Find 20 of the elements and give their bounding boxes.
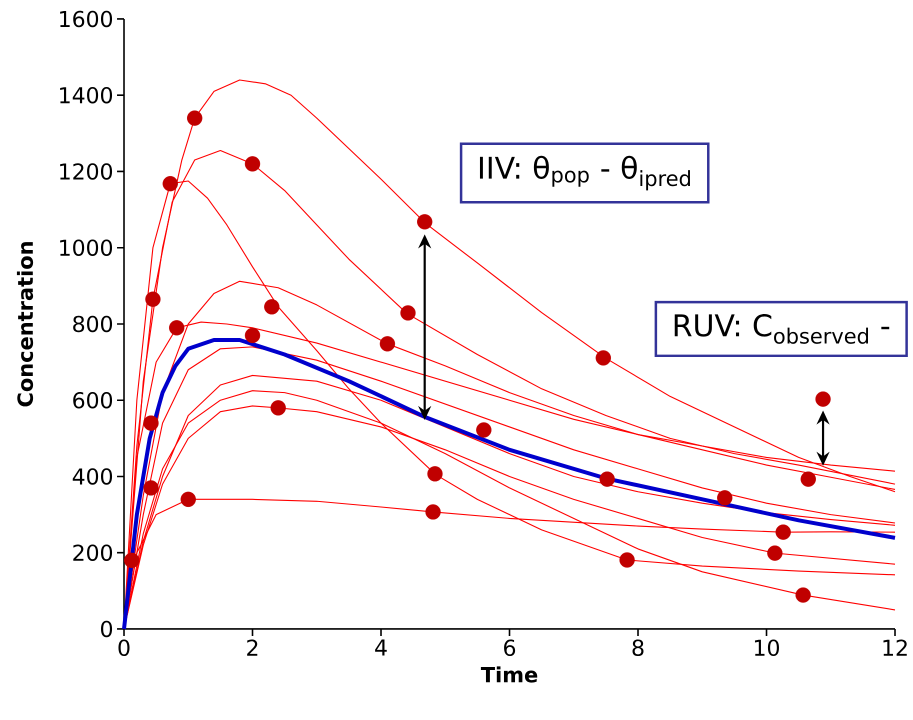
annotation: IIV: θ$_{pop}$ - θ$_{ipred}$ xyxy=(480,156,690,190)
x-tick-label: 12 xyxy=(883,639,907,656)
y-tick-label: 600 xyxy=(73,392,112,409)
x-tick-label: 2 xyxy=(247,639,258,656)
y-tick-label: 1600 xyxy=(60,10,112,28)
y-tick-label: 0 xyxy=(101,620,112,638)
x-axis-title: Time xyxy=(480,666,538,683)
y-tick-label: 1000 xyxy=(60,239,112,256)
x-tick-label: 4 xyxy=(375,639,387,656)
y-axis-title: Concentration xyxy=(16,242,34,406)
y-tick-label: 400 xyxy=(72,468,112,485)
x-tick-label: 0 xyxy=(118,639,130,656)
y-tick-label: 200 xyxy=(73,544,112,562)
annotation: RUV: C$_{observed}$ - xyxy=(674,314,890,344)
y-tick-label: 1400 xyxy=(60,86,112,104)
x-tick-label: 8 xyxy=(632,639,644,656)
x-tick-label: 10 xyxy=(754,639,779,656)
x-tick-label: 6 xyxy=(504,639,516,656)
y-tick-label: 800 xyxy=(73,316,112,332)
y-tick-label: 1200 xyxy=(60,163,112,180)
